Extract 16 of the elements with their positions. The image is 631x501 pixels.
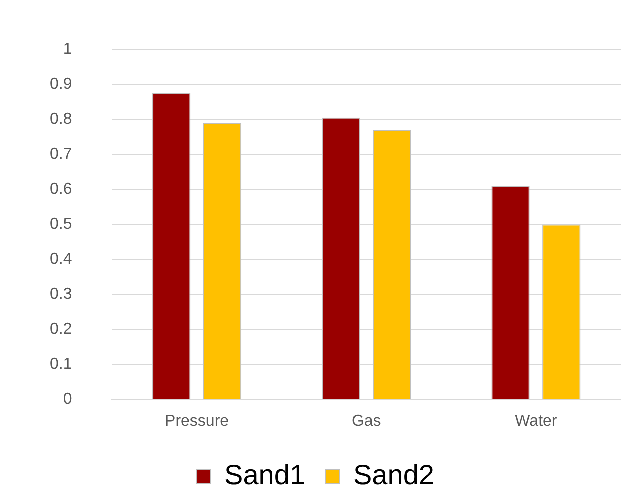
y-tick-label: 0.9 xyxy=(50,76,72,94)
x-tick-label: Pressure xyxy=(165,412,230,430)
y-tick-label: 0.4 xyxy=(50,251,72,268)
legend-label: Sand2 xyxy=(354,460,434,491)
y-tick-label: 0.7 xyxy=(50,146,72,164)
y-tick-label: 0.3 xyxy=(50,286,72,304)
x-tick-label: Water xyxy=(515,412,558,430)
y-tick-label: 0.2 xyxy=(50,321,72,338)
legend-label: Sand1 xyxy=(224,460,306,491)
y-tick-label: 0.1 xyxy=(50,356,72,374)
y-tick-label: 0.8 xyxy=(50,111,72,128)
y-tick-label: 0 xyxy=(63,391,72,408)
y-tick-label: 0.5 xyxy=(50,216,72,234)
x-tick-label: Gas xyxy=(352,412,382,430)
y-tick-label: 1 xyxy=(63,41,72,58)
y-tick-label: 0.6 xyxy=(50,181,72,198)
